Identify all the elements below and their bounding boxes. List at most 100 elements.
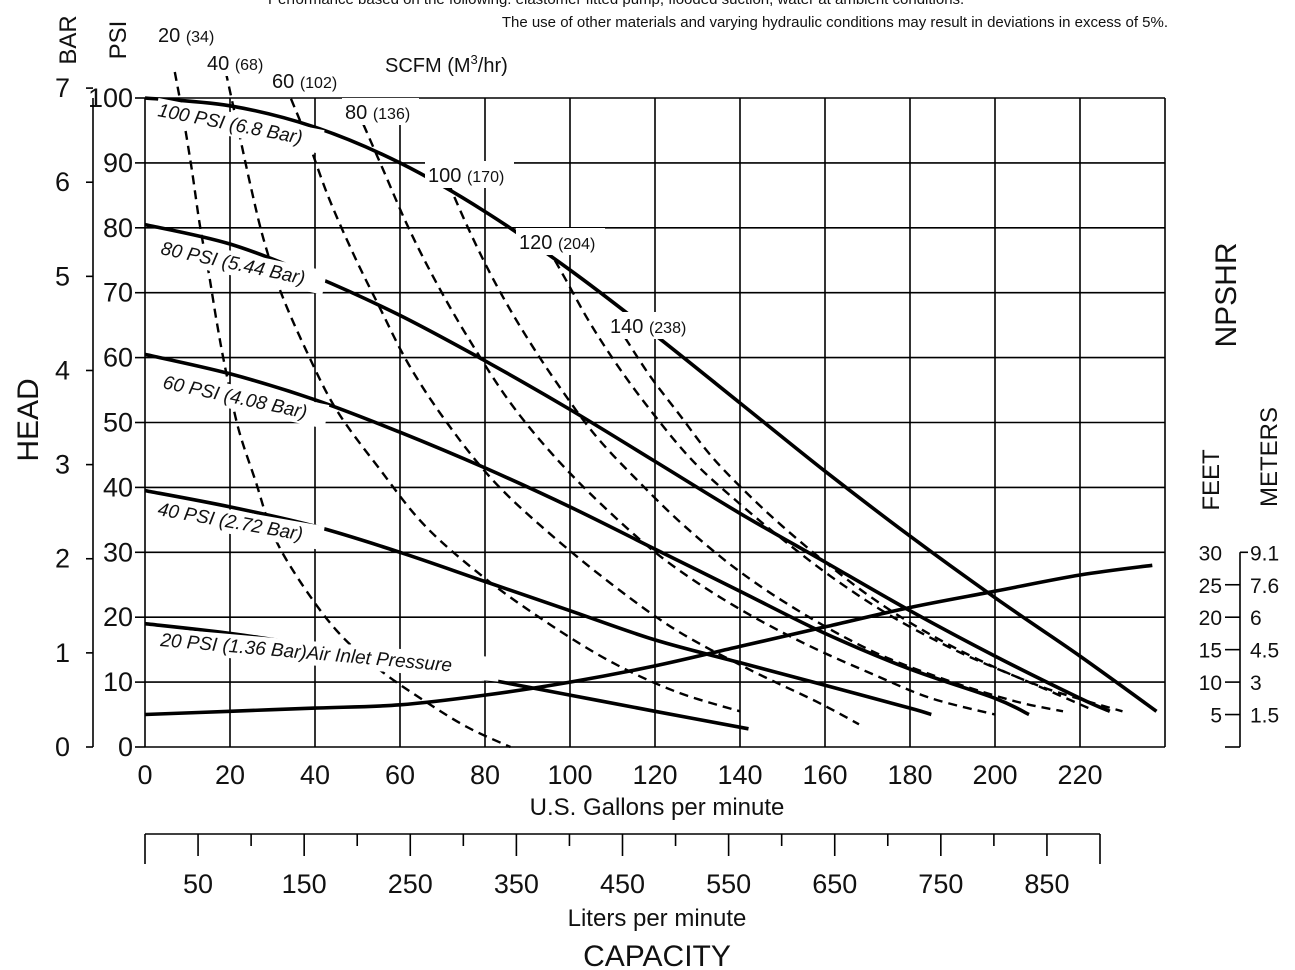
npshr-feet-tick-label: 15	[1199, 640, 1222, 663]
note-line-2: The use of other materials and varying h…	[502, 14, 1168, 31]
lpm-tick-label: 150	[282, 869, 327, 899]
lpm-tick-label: 50	[183, 869, 213, 899]
psi-tick-label: 100	[88, 83, 133, 113]
bar-tick-label: 4	[55, 355, 70, 385]
head-curve-label: 80 PSI (5.44 Bar)	[156, 235, 328, 295]
gpm-tick-label: 60	[385, 760, 415, 790]
lpm-tick-label: 250	[388, 869, 433, 899]
head-curve-label-bg	[153, 496, 325, 550]
bar-axis-title: BAR	[55, 15, 82, 64]
gpm-tick-label: 200	[972, 760, 1017, 790]
psi-tick-label: 70	[103, 278, 133, 308]
feet-axis-title: FEET	[1198, 449, 1225, 511]
gpm-tick-label: 160	[802, 760, 847, 790]
lpm-tick-label: 650	[812, 869, 857, 899]
bar-tick-label: 5	[55, 261, 70, 291]
gpm-tick-label: 180	[887, 760, 932, 790]
air-curve-label-text: 80 (136)	[345, 102, 410, 124]
bar-tick-label: 6	[55, 167, 70, 197]
npshr-meters-tick-label: 1.5	[1250, 705, 1279, 728]
air-curve-label-bg	[516, 228, 605, 255]
gpm-tick-label: 0	[137, 760, 152, 790]
capacity-title: CAPACITY	[583, 940, 731, 970]
head-curve-label-text: 20 PSI (1.36 Bar)Air Inlet Pressure	[159, 630, 453, 677]
npshr-meters-tick-label: 6	[1250, 607, 1262, 630]
psi-tick-label: 40	[103, 472, 133, 502]
air-scfm-curve	[539, 233, 1089, 710]
air-curve-label: 140 (238)	[607, 312, 696, 339]
head-curve-label-bg	[158, 369, 330, 429]
air-curve-label: 80 (136)	[342, 98, 419, 125]
air-curve-label-text: 100 (170)	[428, 165, 504, 187]
scfm-title: SCFM (M3/hr)	[385, 52, 508, 77]
lpm-tick-label: 850	[1024, 869, 1069, 899]
air-scfm-curve	[356, 110, 996, 716]
head-axis-title: HEAD	[12, 378, 45, 461]
npshr-feet-tick-label: 5	[1210, 705, 1222, 728]
gpm-axis-title: U.S. Gallons per minute	[530, 794, 785, 821]
gpm-tick-label: 80	[470, 760, 500, 790]
psi-tick-label: 30	[103, 537, 133, 567]
npshr-feet-tick-label: 10	[1199, 672, 1222, 695]
air-curve-label: 20 (34)	[155, 21, 223, 48]
psi-tick-label: 20	[103, 602, 133, 632]
head-curve-label-bg	[157, 627, 501, 682]
meters-axis-title: METERS	[1256, 407, 1283, 507]
gpm-tick-label: 120	[632, 760, 677, 790]
npshr-meters-tick-label: 4.5	[1250, 640, 1279, 663]
bar-tick-label: 1	[55, 638, 70, 668]
lpm-tick-label: 350	[494, 869, 539, 899]
air-curve-label-bg	[155, 21, 223, 48]
gpm-tick-label: 140	[717, 760, 762, 790]
head-curve-label-bg	[156, 235, 328, 295]
psi-tick-label: 50	[103, 408, 133, 438]
air-curve-label-text: 60 (102)	[272, 71, 337, 93]
psi-tick-label: 80	[103, 213, 133, 243]
psi-tick-label: 0	[118, 732, 133, 762]
npshr-meters-tick-label: 3	[1250, 672, 1262, 695]
lpm-tick-label: 750	[918, 869, 963, 899]
bar-tick-label: 2	[55, 544, 70, 574]
air-curve-label: 100 (170)	[425, 161, 514, 188]
air-curve-label: 120 (204)	[516, 228, 605, 255]
gpm-tick-label: 40	[300, 760, 330, 790]
psi-tick-label: 60	[103, 343, 133, 373]
head-curve-label-bg	[153, 97, 325, 154]
gpm-tick-label: 220	[1057, 760, 1102, 790]
psi-tick-label: 10	[103, 667, 133, 697]
air-curve-label-text: 40 (68)	[207, 53, 263, 75]
air-curve-label: 40 (68)	[204, 49, 272, 76]
air-curve-label-bg	[607, 312, 696, 339]
npshr-feet-tick-label: 30	[1199, 542, 1222, 565]
air-scfm-curve	[224, 71, 741, 713]
grid-layer	[144, 97, 1166, 748]
psi-tick-label: 90	[103, 148, 133, 178]
air-curve-label-bg	[425, 161, 514, 188]
bar-tick-label: 0	[55, 732, 70, 762]
labels-layer: 100 PSI (6.8 Bar)80 PSI (5.44 Bar)60 PSI…	[153, 21, 696, 682]
lpm-axis-title: Liters per minute	[568, 905, 747, 932]
head-curve	[144, 222, 1111, 713]
npshr-curve	[144, 563, 1153, 717]
lpm-tick-label: 450	[600, 869, 645, 899]
air-scfm-curve	[284, 84, 860, 726]
npshr-meters-tick-label: 9.1	[1250, 542, 1279, 565]
head-curve-label: 40 PSI (2.72 Bar)	[153, 496, 325, 550]
note-line-1: Performance based on the following: elas…	[268, 0, 964, 8]
air-scfm-curve	[173, 71, 511, 749]
air-curve-label: 60 (102)	[269, 67, 346, 94]
gpm-tick-label: 20	[215, 760, 245, 790]
bar-tick-label: 7	[55, 73, 70, 103]
air-curve-label-text: 120 (204)	[519, 232, 595, 254]
npshr-axis-title: NPSHR	[1210, 242, 1243, 347]
air-curve-label-bg	[342, 98, 419, 125]
npshr-feet-tick-label: 20	[1199, 607, 1222, 630]
air-curve-label-bg	[204, 49, 272, 76]
gpm-tick-label: 100	[547, 760, 592, 790]
npshr-feet-tick-label: 25	[1199, 575, 1222, 598]
air-curve-label-bg	[269, 67, 346, 94]
head-curve-label: 20 PSI (1.36 Bar)Air Inlet Pressure	[157, 627, 501, 682]
psi-axis-title: PSI	[105, 21, 132, 60]
head-curve	[144, 352, 1030, 717]
